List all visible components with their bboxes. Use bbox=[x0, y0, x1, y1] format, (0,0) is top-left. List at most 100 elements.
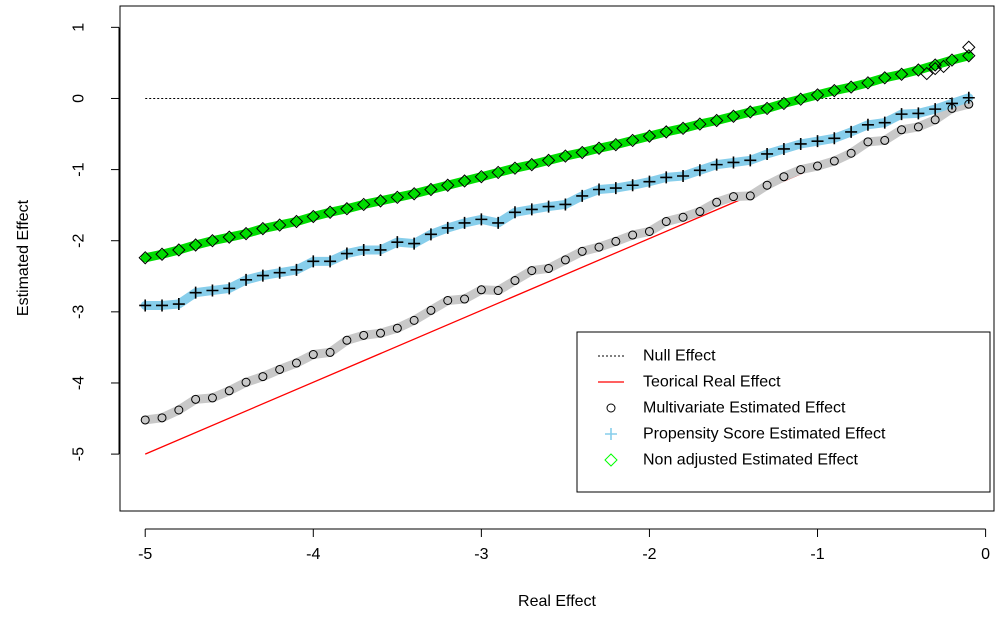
data-point-diamond bbox=[962, 49, 976, 63]
x-tick-label: -1 bbox=[810, 546, 824, 563]
data-point-diamond bbox=[962, 40, 976, 54]
data-point-plus bbox=[240, 273, 253, 286]
data-point-plus bbox=[677, 169, 690, 182]
data-point-diamond bbox=[424, 182, 438, 197]
data-point-circle bbox=[745, 191, 755, 201]
data-point-plus bbox=[273, 266, 286, 279]
data-point-plus bbox=[794, 137, 807, 150]
data-point-plus bbox=[693, 164, 706, 177]
data-point-plus bbox=[256, 269, 269, 282]
data-point-diamond bbox=[155, 247, 169, 261]
data-point-circle bbox=[476, 285, 486, 295]
data-point-diamond bbox=[810, 88, 825, 102]
data-point-circle bbox=[392, 323, 402, 333]
data-point-diamond bbox=[659, 125, 673, 139]
data-point-circle bbox=[611, 236, 621, 246]
data-point-circle bbox=[258, 372, 268, 382]
data-point-plus bbox=[660, 171, 673, 184]
data-point-diamond bbox=[239, 226, 253, 241]
data-point-plus bbox=[508, 206, 521, 219]
data-point-diamond bbox=[289, 214, 304, 229]
data-point-diamond bbox=[861, 76, 875, 90]
data-point-plus bbox=[324, 255, 337, 268]
data-point-plus bbox=[290, 263, 303, 276]
data-point-diamond bbox=[272, 218, 287, 232]
x-tick-label: -4 bbox=[306, 546, 320, 563]
data-point-diamond bbox=[794, 92, 808, 106]
data-point-plus bbox=[206, 284, 219, 297]
data-point-diamond bbox=[945, 53, 959, 67]
y-tick-label: 1 bbox=[71, 23, 88, 32]
legend-label: Multivariate Estimated Effect bbox=[643, 400, 846, 417]
data-point-circle bbox=[577, 246, 587, 256]
y-tick-label: -4 bbox=[71, 376, 88, 390]
data-point-plus bbox=[895, 108, 908, 121]
data-point-plus bbox=[593, 183, 606, 196]
data-point-plus bbox=[777, 142, 790, 155]
data-point-circle bbox=[846, 148, 856, 158]
data-point-circle bbox=[342, 335, 352, 345]
data-point-plus bbox=[156, 299, 169, 312]
data-point-diamond bbox=[709, 113, 724, 128]
y-axis-title: Estimated Effect bbox=[15, 199, 32, 316]
data-point-circle bbox=[510, 276, 520, 286]
data-point-plus bbox=[391, 236, 404, 249]
data-point-diamond bbox=[138, 251, 152, 265]
data-point-diamond bbox=[676, 121, 690, 136]
legend-label: Propensity Score Estimated Effect bbox=[643, 426, 886, 443]
data-point-circle bbox=[796, 165, 806, 175]
data-point-circle bbox=[880, 135, 890, 145]
data-point-plus bbox=[357, 243, 370, 256]
data-point-plus bbox=[576, 189, 589, 202]
data-point-diamond bbox=[743, 105, 757, 119]
data-point-circle bbox=[493, 286, 503, 296]
data-point-plus bbox=[761, 147, 774, 160]
data-point-plus bbox=[525, 203, 538, 216]
data-point-plus bbox=[441, 221, 454, 234]
data-point-diamond bbox=[541, 153, 556, 168]
data-point-diamond bbox=[205, 234, 220, 248]
data-point-circle bbox=[527, 266, 537, 276]
data-point-diamond bbox=[609, 137, 623, 152]
data-point-diamond bbox=[390, 190, 405, 205]
data-point-circle bbox=[712, 197, 722, 207]
data-point-plus bbox=[929, 103, 942, 116]
legend-symbol-circle bbox=[606, 403, 616, 413]
data-point-circle bbox=[157, 413, 167, 423]
series-band-0 bbox=[140, 99, 974, 425]
data-point-plus bbox=[139, 299, 152, 312]
data-point-plus bbox=[962, 91, 975, 104]
data-point-diamond bbox=[525, 157, 539, 172]
y-tick-label: -1 bbox=[71, 162, 88, 176]
data-point-plus bbox=[727, 156, 740, 169]
y-tick-label: 0 bbox=[71, 94, 88, 103]
data-point-circle bbox=[644, 226, 654, 236]
data-point-circle bbox=[863, 137, 873, 147]
y-tick-label: -3 bbox=[71, 305, 88, 319]
legend-label: Teorical Real Effect bbox=[643, 374, 781, 391]
data-point-diamond bbox=[936, 59, 951, 74]
data-point-plus bbox=[609, 182, 622, 195]
data-point-circle bbox=[628, 230, 638, 240]
y-tick-label: -5 bbox=[71, 447, 88, 461]
data-point-diamond bbox=[306, 209, 320, 224]
data-point-plus bbox=[945, 97, 958, 110]
series-layer bbox=[138, 40, 976, 455]
data-point-plus bbox=[223, 282, 236, 295]
data-point-diamond bbox=[920, 66, 934, 81]
data-point-diamond bbox=[373, 194, 388, 208]
x-axis-title: Real Effect bbox=[518, 593, 597, 610]
data-point-diamond bbox=[777, 96, 791, 111]
data-point-plus bbox=[845, 125, 858, 138]
data-point-circle bbox=[779, 172, 789, 182]
legend-box bbox=[576, 331, 991, 493]
data-point-circle bbox=[191, 394, 201, 404]
data-point-diamond bbox=[188, 238, 203, 252]
data-point-diamond bbox=[894, 67, 909, 81]
data-point-circle bbox=[376, 328, 386, 338]
data-point-plus bbox=[172, 298, 185, 311]
x-axis: -5 -4 -3 -2 -1 0 bbox=[138, 528, 990, 563]
data-point-circle bbox=[275, 364, 285, 374]
data-point-plus bbox=[744, 154, 757, 167]
